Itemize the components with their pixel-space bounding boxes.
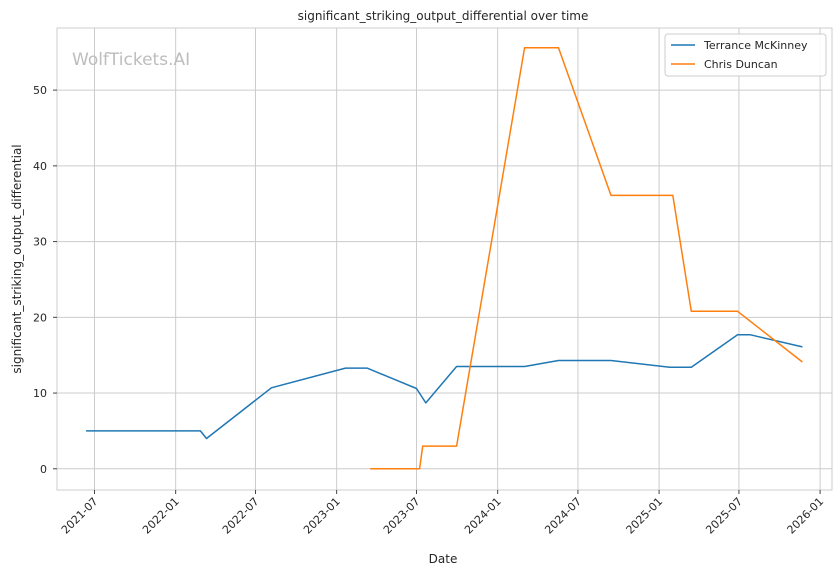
series-line-1 [370,46,803,470]
y-tick-label: 30 [33,236,47,249]
chart-title: significant_striking_output_differential… [298,9,589,23]
y-tick-label: 20 [33,311,47,324]
y-axis-title: significant_striking_output_differential [10,144,24,373]
plot-area-frame [56,27,833,491]
series-line-0 [86,333,803,440]
y-tick-label: 10 [33,387,47,400]
y-tick-label: 50 [33,84,47,97]
y-axis-ticks: 0 10 20 30 40 50 [33,84,57,476]
x-axis-title: Date [429,552,458,566]
y-tick-label: 40 [33,160,47,173]
series-layer [86,46,803,470]
watermark: WolfTickets.AI [72,50,190,70]
legend-box [664,33,827,77]
legend-label-1: Chris Duncan [704,58,778,71]
y-tick-label: 0 [40,463,47,476]
grid [57,28,832,490]
legend-label-0: Terrance McKinney [703,39,808,52]
legend: Terrance McKinney Chris Duncan [664,33,827,77]
